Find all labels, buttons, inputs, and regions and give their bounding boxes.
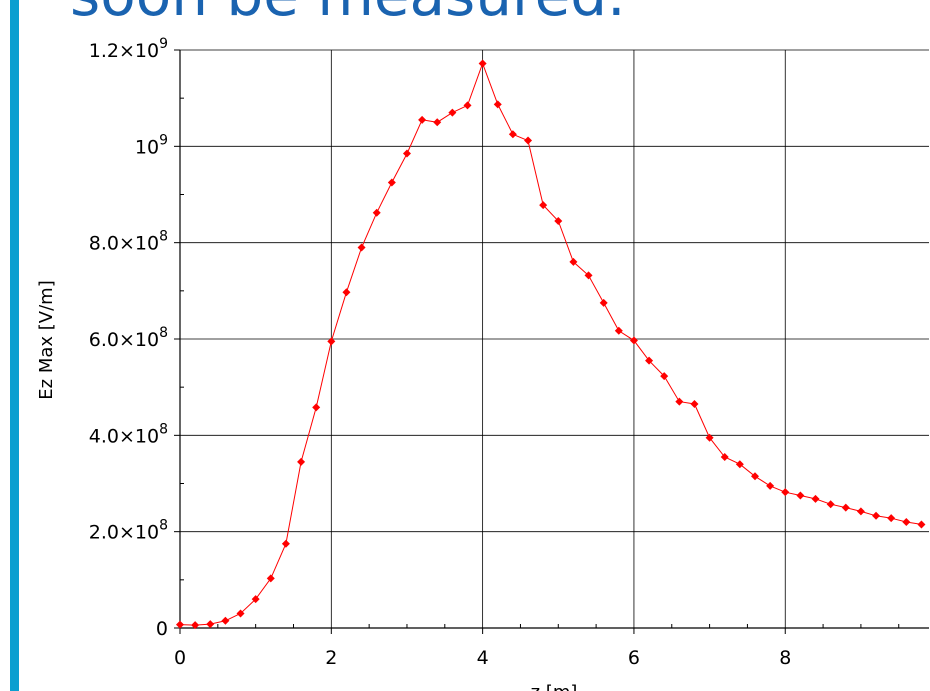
- data-point: [508, 130, 517, 139]
- data-point: [312, 403, 321, 412]
- y-axis-label: Ez Max [V/m]: [36, 280, 57, 399]
- x-tick-label: 6: [628, 647, 640, 669]
- data-point: [327, 337, 336, 346]
- data-point: [433, 118, 442, 127]
- data-point: [206, 620, 215, 629]
- x-axis-label: z [m]: [531, 682, 578, 691]
- data-point: [251, 595, 260, 604]
- data-point: [478, 59, 487, 68]
- y-tick-label: 8.0×108: [89, 229, 168, 255]
- data-point: [660, 372, 669, 381]
- data-point: [720, 453, 729, 462]
- data-point: [357, 243, 366, 252]
- data-point: [493, 100, 502, 109]
- x-tick-label: 8: [779, 647, 791, 669]
- data-point: [902, 518, 911, 527]
- data-point: [629, 336, 638, 345]
- data-point: [176, 620, 184, 629]
- data-point: [221, 616, 230, 625]
- data-point: [856, 507, 865, 516]
- data-point: [841, 503, 850, 512]
- data-point: [554, 216, 563, 225]
- x-tick-label: 0: [174, 647, 186, 669]
- chart-grid: [180, 49, 929, 628]
- data-point: [539, 201, 548, 210]
- y-tick-label: 0: [156, 618, 168, 640]
- slide-title: soon be measured.: [70, 0, 626, 24]
- y-tick-label: 109: [135, 132, 168, 158]
- data-point: [675, 397, 684, 406]
- x-tick-label: 4: [477, 647, 489, 669]
- data-point: [735, 460, 744, 469]
- data-point: [917, 520, 926, 529]
- chart-series: [176, 59, 926, 630]
- data-point: [297, 457, 306, 466]
- data-point: [463, 101, 472, 110]
- data-point: [811, 494, 820, 503]
- chart-ticks: 02468102.0×1084.0×1086.0×1088.0×1081091.…: [89, 36, 900, 669]
- data-point: [614, 326, 623, 335]
- data-point: [236, 609, 245, 618]
- data-point: [524, 136, 533, 145]
- data-point: [645, 356, 654, 365]
- data-point: [872, 511, 881, 520]
- y-tick-label: 6.0×108: [89, 325, 168, 351]
- data-point: [387, 178, 396, 187]
- data-point: [372, 208, 381, 217]
- slide-accent-bar: [10, 0, 19, 691]
- data-point: [584, 271, 593, 280]
- data-point: [750, 472, 759, 481]
- data-point: [191, 621, 200, 630]
- data-point: [826, 500, 835, 509]
- data-point: [402, 149, 411, 158]
- y-tick-label: 2.0×108: [89, 518, 168, 544]
- data-point: [569, 257, 578, 266]
- data-point: [342, 288, 351, 297]
- y-tick-label: 4.0×108: [89, 421, 168, 447]
- data-point: [448, 108, 457, 117]
- data-point: [599, 298, 608, 307]
- y-tick-label: 1.2×109: [89, 36, 168, 62]
- data-point: [418, 115, 427, 124]
- data-point: [796, 491, 805, 500]
- x-tick-label: 2: [325, 647, 337, 669]
- series-line: [179, 62, 922, 626]
- data-point: [766, 481, 775, 490]
- data-point: [705, 433, 714, 442]
- data-point: [781, 488, 790, 497]
- data-point: [281, 539, 290, 548]
- data-point: [887, 514, 896, 523]
- data-point: [266, 574, 275, 583]
- data-point: [690, 400, 699, 409]
